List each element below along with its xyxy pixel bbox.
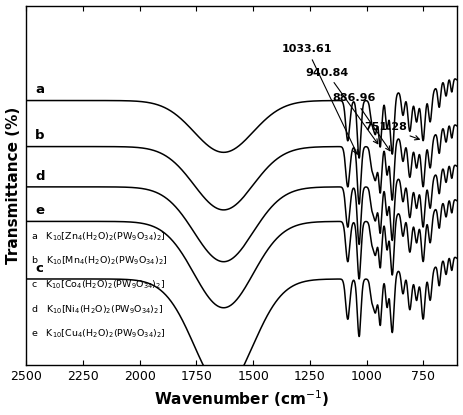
Text: 940.84: 940.84	[305, 68, 378, 144]
Text: e   K$_{10}$[Cu$_4$(H$_2$O)$_2$(PW$_9$O$_{34}$)$_2$]: e K$_{10}$[Cu$_4$(H$_2$O)$_2$(PW$_9$O$_{…	[31, 328, 166, 340]
Text: c   K$_{10}$[Co$_4$(H$_2$O)$_2$(PW$_9$O$_{34}$)$_2$]: c K$_{10}$[Co$_4$(H$_2$O)$_2$(PW$_9$O$_{…	[31, 279, 165, 291]
Text: 751.28: 751.28	[365, 122, 419, 140]
Text: e: e	[35, 204, 44, 217]
X-axis label: Wavenumber (cm$^{-1}$): Wavenumber (cm$^{-1}$)	[154, 389, 329, 410]
Text: b   K$_{10}$[Mn$_4$(H$_2$O)$_2$(PW$_9$O$_{34}$)$_2$]: b K$_{10}$[Mn$_4$(H$_2$O)$_2$(PW$_9$O$_{…	[31, 254, 167, 267]
Text: d   K$_{10}$[Ni$_4$(H$_2$O)$_2$(PW$_9$O$_{34}$)$_2$]: d K$_{10}$[Ni$_4$(H$_2$O)$_2$(PW$_9$O$_{…	[31, 303, 163, 316]
Text: a: a	[35, 83, 44, 96]
Text: 886.96: 886.96	[332, 93, 390, 151]
Text: a   K$_{10}$[Zn$_4$(H$_2$O)$_2$(PW$_9$O$_{34}$)$_2$]: a K$_{10}$[Zn$_4$(H$_2$O)$_2$(PW$_9$O$_{…	[31, 230, 165, 242]
Y-axis label: Transmittance (%): Transmittance (%)	[6, 107, 20, 264]
Text: 1033.61: 1033.61	[282, 44, 357, 154]
Text: b: b	[35, 129, 45, 142]
Text: d: d	[35, 170, 45, 183]
Text: c: c	[35, 262, 43, 275]
